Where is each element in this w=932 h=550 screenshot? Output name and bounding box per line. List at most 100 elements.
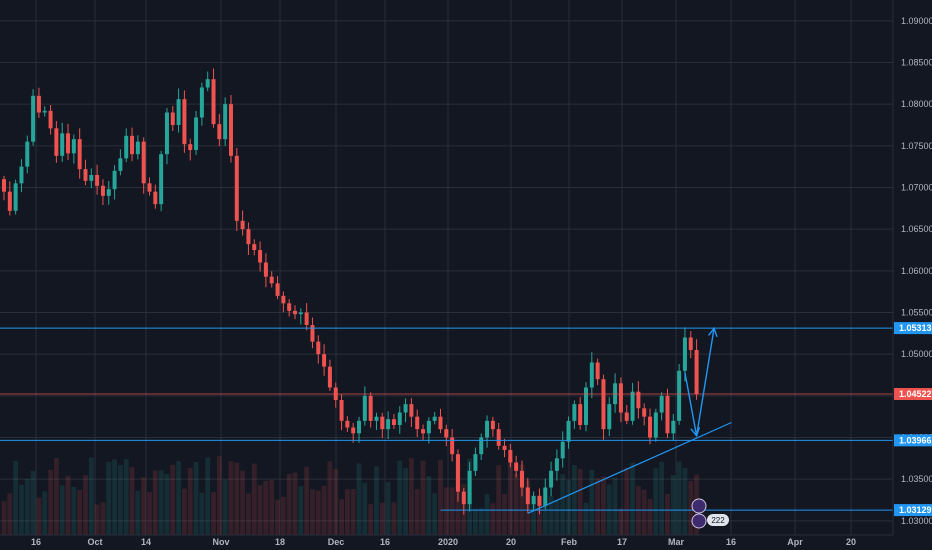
candle-body[interactable] xyxy=(36,95,41,113)
candle-body[interactable] xyxy=(438,416,443,430)
candle-body[interactable] xyxy=(607,404,612,430)
candle-body[interactable] xyxy=(269,276,274,284)
candle-body[interactable] xyxy=(554,458,559,471)
candle-body[interactable] xyxy=(636,391,641,409)
candle-body[interactable] xyxy=(153,191,158,205)
candle-body[interactable] xyxy=(397,412,402,426)
candle-body[interactable] xyxy=(66,133,71,154)
candle-body[interactable] xyxy=(298,312,303,315)
candle-body[interactable] xyxy=(25,141,30,167)
candle-body[interactable] xyxy=(112,170,117,190)
candle-body[interactable] xyxy=(345,420,350,428)
candle-body[interactable] xyxy=(496,429,501,446)
candle-body[interactable] xyxy=(316,341,321,355)
candle-body[interactable] xyxy=(403,404,408,413)
candle-body[interactable] xyxy=(118,158,123,171)
candle-body[interactable] xyxy=(537,495,542,506)
candle-body[interactable] xyxy=(409,404,414,417)
candle-body[interactable] xyxy=(502,445,507,450)
candle-body[interactable] xyxy=(432,416,437,421)
candle-body[interactable] xyxy=(450,437,455,455)
candle-body[interactable] xyxy=(7,191,12,211)
candle-body[interactable] xyxy=(211,79,216,125)
candle-body[interactable] xyxy=(391,419,396,425)
candle-body[interactable] xyxy=(566,420,571,442)
candle-body[interactable] xyxy=(514,462,519,471)
candle-body[interactable] xyxy=(648,416,653,438)
candle-body[interactable] xyxy=(642,408,647,417)
candle-body[interactable] xyxy=(130,135,135,155)
candle-body[interactable] xyxy=(124,135,129,159)
candle-body[interactable] xyxy=(322,354,327,367)
candle-body[interactable] xyxy=(490,420,495,430)
candle-body[interactable] xyxy=(339,400,344,421)
arrow-up-head[interactable] xyxy=(707,326,718,338)
candle-body[interactable] xyxy=(368,395,373,421)
candle-body[interactable] xyxy=(351,427,356,434)
candle-body[interactable] xyxy=(234,155,239,221)
candle-body[interactable] xyxy=(287,303,292,311)
candle-body[interactable] xyxy=(31,95,36,142)
candle-body[interactable] xyxy=(630,391,635,421)
candle-body[interactable] xyxy=(106,189,111,196)
candle-body[interactable] xyxy=(659,395,664,413)
candle-body[interactable] xyxy=(461,491,466,505)
candle-body[interactable] xyxy=(13,183,18,211)
drawing-tools[interactable] xyxy=(527,326,732,514)
candle-body[interactable] xyxy=(374,416,379,421)
candle-body[interactable] xyxy=(386,419,391,430)
candle-body[interactable] xyxy=(584,387,588,426)
candle-body[interactable] xyxy=(473,454,478,471)
candle-body[interactable] xyxy=(135,141,140,155)
candle-body[interactable] xyxy=(159,154,164,205)
candle-body[interactable] xyxy=(19,166,24,184)
candle-body[interactable] xyxy=(252,244,257,250)
candle-body[interactable] xyxy=(60,133,65,156)
candle-body[interactable] xyxy=(455,454,460,492)
candle-body[interactable] xyxy=(426,420,431,434)
candle-body[interactable] xyxy=(263,262,268,277)
candle-body[interactable] xyxy=(357,420,362,434)
candle-body[interactable] xyxy=(95,175,100,186)
candle-body[interactable] xyxy=(682,337,687,371)
candle-body[interactable] xyxy=(479,437,484,455)
candle-body[interactable] xyxy=(467,470,472,505)
idea-avatar-icon-2[interactable] xyxy=(691,513,707,529)
idea-count-badge[interactable] xyxy=(707,514,729,526)
candle-series[interactable] xyxy=(2,68,699,515)
candle-body[interactable] xyxy=(240,220,245,230)
candle-body[interactable] xyxy=(182,99,187,145)
candle-body[interactable] xyxy=(258,250,263,263)
level-lines[interactable] xyxy=(0,327,893,511)
candle-body[interactable] xyxy=(421,429,426,434)
candle-body[interactable] xyxy=(89,175,94,181)
trendline[interactable] xyxy=(527,421,732,514)
candle-body[interactable] xyxy=(54,128,59,156)
candle-body[interactable] xyxy=(543,487,548,506)
candle-body[interactable] xyxy=(624,412,629,421)
candle-body[interactable] xyxy=(327,366,332,388)
arrow-up-shaft[interactable] xyxy=(695,328,715,436)
candle-body[interactable] xyxy=(485,420,490,438)
candle-body[interactable] xyxy=(293,310,297,315)
candle-body[interactable] xyxy=(188,144,193,150)
candle-body[interactable] xyxy=(199,87,204,118)
candle-body[interactable] xyxy=(176,99,181,125)
candle-body[interactable] xyxy=(415,416,420,430)
candle-body[interactable] xyxy=(519,470,524,488)
candle-body[interactable] xyxy=(48,110,53,129)
arrow-down-shaft[interactable] xyxy=(684,372,698,436)
candle-body[interactable] xyxy=(83,169,88,181)
candle-body[interactable] xyxy=(42,110,47,113)
candle-body[interactable] xyxy=(380,416,385,430)
candle-body[interactable] xyxy=(164,112,169,155)
candle-body[interactable] xyxy=(595,362,600,380)
candle-body[interactable] xyxy=(618,383,623,413)
candle-body[interactable] xyxy=(444,429,449,438)
candle-body[interactable] xyxy=(362,395,367,421)
candle-body[interactable] xyxy=(71,139,76,154)
candle-body[interactable] xyxy=(310,325,315,342)
candle-body[interactable] xyxy=(100,185,105,196)
candle-body[interactable] xyxy=(549,470,554,488)
